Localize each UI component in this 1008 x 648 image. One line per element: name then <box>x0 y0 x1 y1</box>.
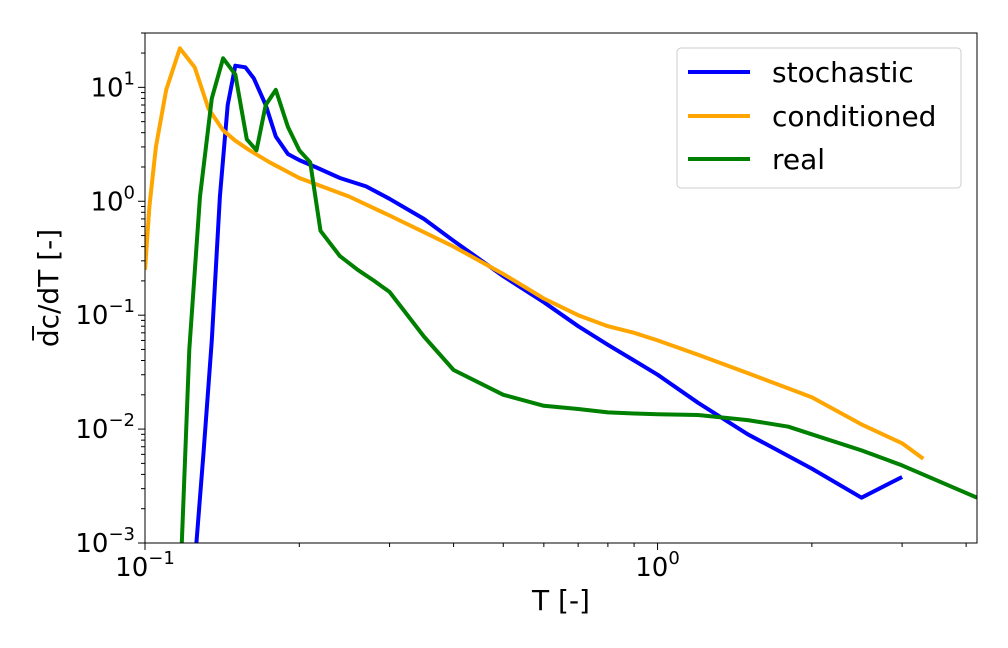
legend-label-stochastic: stochastic <box>772 56 914 89</box>
legend: stochastic conditioned real <box>676 47 962 189</box>
legend-label-real: real <box>772 143 825 176</box>
legend-box <box>676 47 962 189</box>
y-tick-label: 10−3 <box>75 524 135 559</box>
y-tick-label: 10−2 <box>75 410 135 445</box>
x-axis: 10−1 100 <box>115 543 967 583</box>
x-axis-label: T [-] <box>531 584 590 617</box>
y-axis: 10−3 10−2 10−1 100 101 <box>75 32 145 559</box>
series-line-real <box>179 56 977 543</box>
plot-frame <box>144 32 978 544</box>
series-layer <box>145 46 977 543</box>
x-tick-label: 10−1 <box>115 548 175 583</box>
x-tick-label: 100 <box>635 548 680 583</box>
y-tick-label: 100 <box>90 182 135 217</box>
legend-label-conditioned: conditioned <box>772 100 936 133</box>
y-tick-label: 10−1 <box>75 296 135 331</box>
series-line-conditioned <box>145 46 925 461</box>
y-axis-label: d̅c/dT [-] <box>31 229 65 347</box>
y-tick-label: 101 <box>90 68 135 103</box>
series-line-stochastic <box>194 63 904 543</box>
